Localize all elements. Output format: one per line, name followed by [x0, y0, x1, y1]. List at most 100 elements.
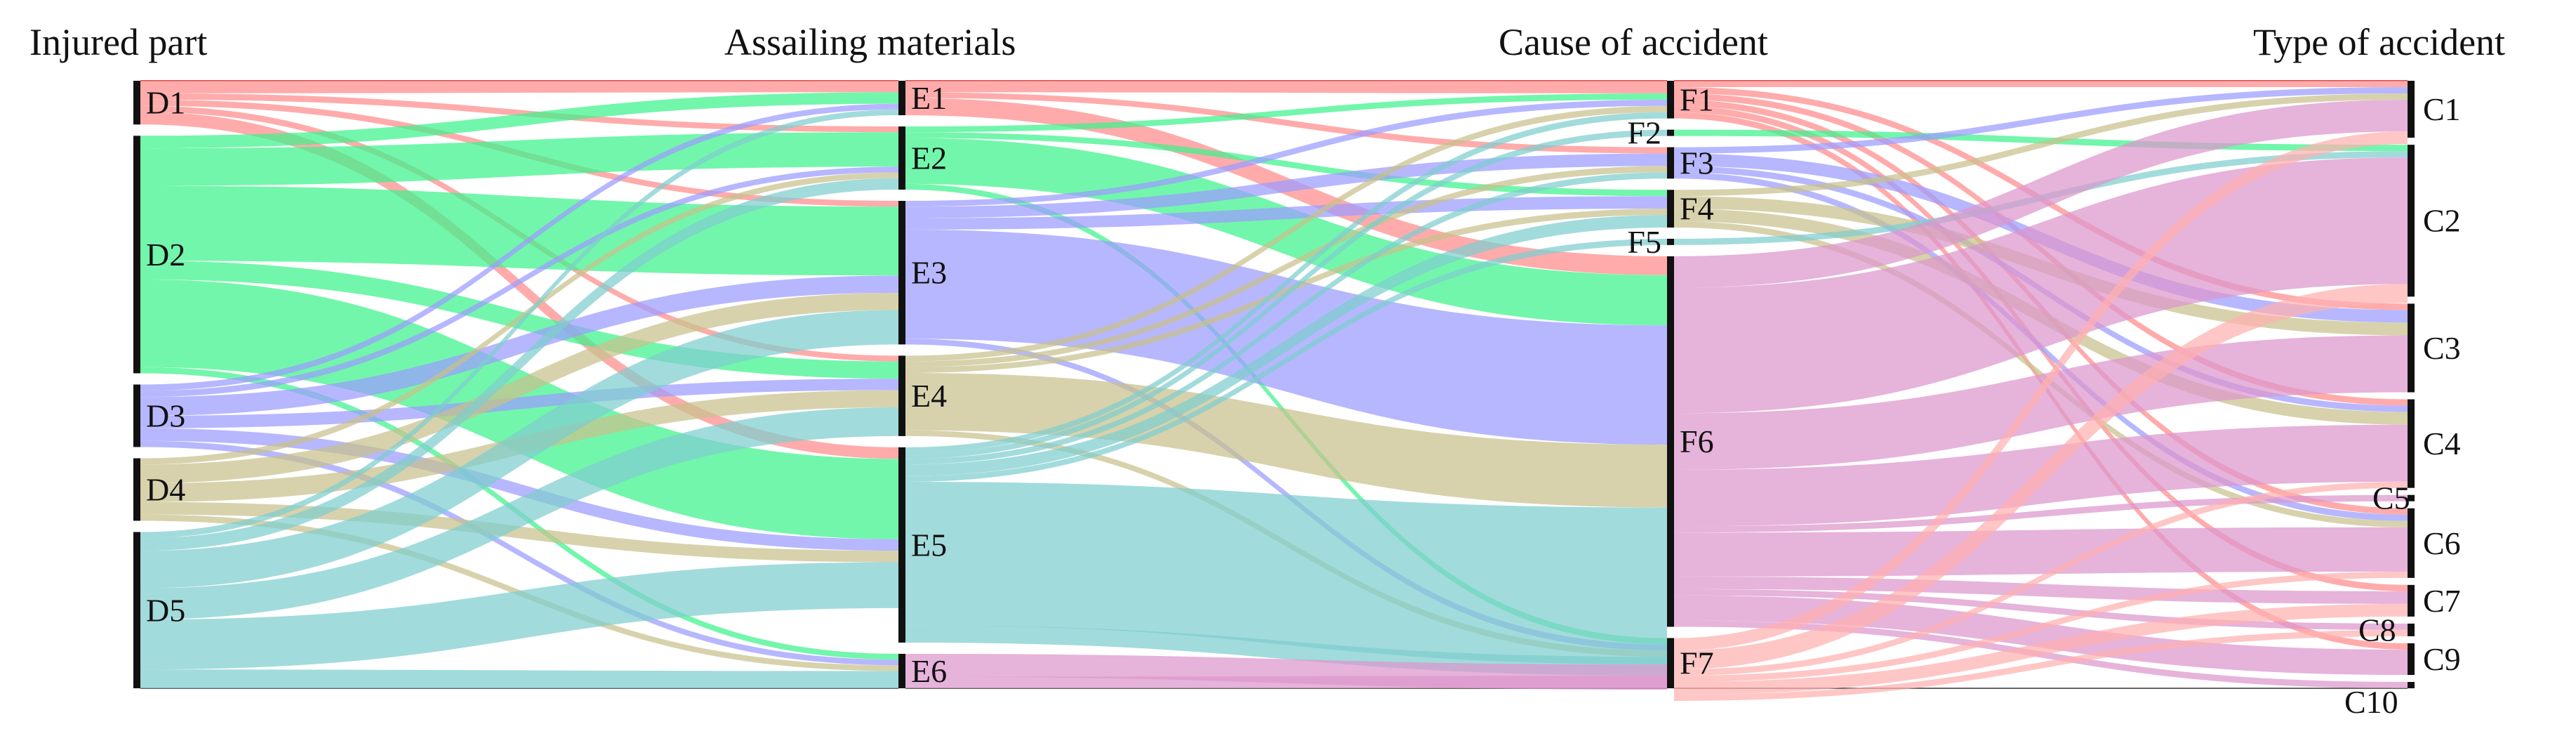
link-e6-f7: [905, 676, 1667, 688]
column-title-type-of-accident: Type of accident: [2253, 21, 2505, 63]
sankey-nodes: D1 D2 D3 D4 D5 E1 E2 E3 E4 E5 E6 F1 F2 F3 F4 F5 F6 F7 C1 C2…: [133, 80, 2461, 720]
node-bar-e6: [898, 653, 905, 688]
node-bar-d3: [133, 384, 140, 447]
link-f7-c1: [1674, 131, 2408, 651]
link-d5-e2: [140, 178, 898, 551]
node-bar-c7: [2408, 584, 2415, 617]
node-label-c7: C7: [2423, 583, 2461, 619]
link-f1-c1: [1674, 81, 2408, 88]
node-label-c1: C1: [2423, 91, 2461, 127]
link-e5-f6: [905, 481, 1667, 665]
node-bar-f5: [1667, 238, 1674, 245]
node-label-e5: E5: [911, 527, 947, 563]
node-label-d4: D4: [146, 472, 185, 508]
link-f7-c2: [1674, 284, 2408, 670]
link-e5-f4: [905, 215, 1667, 476]
node-bar-f2: [1667, 129, 1674, 136]
link-e3-f6: [905, 229, 1667, 445]
node-label-f1: F1: [1680, 81, 1714, 117]
link-e5-f2: [905, 129, 1667, 459]
node-label-f5: F5: [1627, 224, 1661, 260]
node-bar-e4: [898, 355, 905, 436]
node-label-f6: F6: [1680, 424, 1714, 459]
link-e4-f4: [905, 209, 1667, 373]
link-f4-c6: [1674, 221, 2408, 527]
node-label-c5: C5: [2372, 480, 2410, 516]
node-bar-e5: [898, 447, 905, 643]
node-bar-c9: [2408, 643, 2415, 675]
link-d3-e5: [140, 428, 898, 551]
link-e5-f3: [905, 172, 1667, 465]
link-f7-c7: [1674, 603, 2408, 695]
node-label-e4: E4: [911, 378, 947, 414]
node-label-c6: C6: [2423, 525, 2461, 561]
link-e3-f1: [905, 99, 1667, 207]
node-bar-f3: [1667, 147, 1674, 179]
link-f6-c3: [1674, 335, 2408, 470]
link-d1-e5: [140, 112, 898, 459]
link-f7-c4: [1674, 481, 2408, 676]
link-d3-e6: [140, 440, 898, 666]
node-label-d2: D2: [146, 237, 185, 273]
node-label-f2: F2: [1627, 115, 1661, 151]
link-d4-e2: [140, 172, 898, 465]
node-label-e1: E1: [911, 80, 947, 116]
node-bar-c4: [2408, 399, 2415, 488]
link-f7-c8: [1674, 629, 2408, 701]
column-title-injured-part: Injured part: [29, 21, 207, 63]
link-d5-e6: [140, 669, 898, 688]
node-bar-f4: [1667, 190, 1674, 228]
link-e5-f5: [905, 238, 1667, 482]
link-d3-e1: [140, 103, 898, 391]
link-e4-f6: [905, 372, 1667, 508]
link-f6-c1: [1674, 100, 2408, 288]
link-d3-e2: [140, 166, 898, 398]
link-f3-c1: [1674, 87, 2408, 154]
node-label-c3: C3: [2423, 330, 2461, 366]
node-label-d3: D3: [146, 398, 185, 434]
node-bar-e1: [898, 81, 905, 116]
node-label-e3: E3: [911, 255, 947, 291]
link-d1-e1: [140, 81, 898, 93]
node-bar-d1: [133, 81, 140, 125]
link-f6-c6: [1674, 527, 2408, 577]
link-e1-f1: [905, 81, 1667, 93]
column-headers: Injured part Assailing materials Cause o…: [29, 21, 2505, 63]
node-label-d1: D1: [146, 85, 185, 121]
link-e1-f3: [905, 92, 1667, 154]
node-bar-d2: [133, 136, 140, 374]
link-d2-e2: [140, 132, 898, 186]
node-bar-c2: [2408, 145, 2415, 297]
column-title-assailing-materials: Assailing materials: [724, 21, 1016, 63]
node-label-e2: E2: [911, 140, 947, 176]
link-e4-f3: [905, 166, 1667, 367]
link-d5-e1: [140, 109, 898, 539]
node-bar-c3: [2408, 303, 2415, 393]
link-f7-c6: [1674, 571, 2408, 683]
link-e4-f1: [905, 105, 1667, 362]
node-label-f3: F3: [1680, 145, 1714, 180]
sankey-links: [140, 80, 2408, 701]
node-bar-c8: [2408, 623, 2415, 636]
node-label-e6: E6: [911, 653, 947, 689]
node-bar-f6: [1667, 256, 1674, 627]
node-bar-c5: [2408, 494, 2415, 501]
node-label-c8: C8: [2358, 612, 2396, 648]
node-label-f7: F7: [1680, 645, 1714, 681]
node-bar-d5: [133, 532, 140, 688]
column-title-cause-of-accident: Cause of accident: [1499, 21, 1768, 63]
link-e5-f7: [905, 625, 1667, 676]
node-label-f4: F4: [1680, 191, 1714, 227]
node-label-c9: C9: [2423, 641, 2461, 677]
link-d2-e5: [140, 280, 898, 539]
link-f6-c2: [1674, 157, 2408, 414]
link-e5-f1: [905, 112, 1667, 454]
link-d5-e5: [140, 562, 898, 670]
node-bar-e2: [898, 126, 905, 190]
link-d3-e4: [140, 379, 898, 428]
link-d3-e3: [140, 275, 898, 416]
node-bar-c10: [2408, 681, 2415, 688]
node-bar-c1: [2408, 81, 2415, 138]
node-bar-e3: [898, 201, 905, 345]
node-label-d5: D5: [146, 592, 185, 628]
